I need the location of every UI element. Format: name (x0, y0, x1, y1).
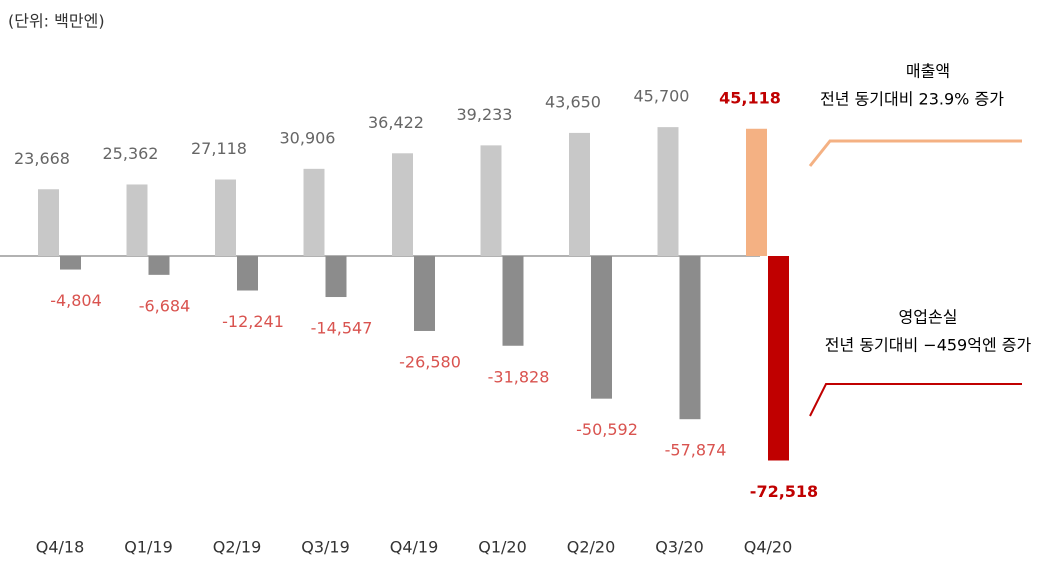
value-label: -57,874 (665, 441, 727, 460)
bar (480, 145, 502, 256)
bar (60, 256, 81, 270)
value-label: 25,362 (103, 144, 159, 163)
value-label: -31,828 (488, 367, 550, 386)
value-label: -4,804 (50, 291, 102, 310)
x-tick-label: Q1/19 (124, 538, 173, 557)
x-tick-label: Q2/20 (567, 538, 616, 557)
x-tick-label: Q4/18 (36, 538, 85, 557)
annotation-title: 영업손실 (899, 308, 958, 327)
loss-callout (809, 383, 1022, 417)
bar (502, 256, 524, 346)
x-tick-label: Q3/20 (655, 538, 704, 557)
annotation-text: 전년 동기대비 −459억엔 증가 (825, 336, 1032, 355)
value-label: 39,233 (457, 105, 513, 124)
bar (591, 256, 612, 399)
bar (126, 184, 148, 256)
x-tick-label: Q1/20 (478, 538, 527, 557)
value-label: -26,580 (399, 352, 461, 371)
value-label: 36,422 (368, 113, 424, 132)
bar (768, 256, 789, 461)
x-tick-label: Q4/19 (390, 538, 439, 557)
value-label: 45,700 (634, 87, 690, 106)
value-label: -72,518 (750, 482, 818, 501)
bar (148, 256, 170, 275)
value-label: 27,118 (191, 139, 247, 158)
bar (303, 168, 325, 256)
value-label: 43,650 (545, 92, 601, 111)
bar (392, 153, 413, 256)
revenue-callout (808, 139, 1022, 167)
value-label: -14,547 (311, 319, 373, 338)
value-label: 23,668 (14, 149, 70, 168)
bar (237, 256, 258, 291)
x-tick-label: Q4/20 (744, 538, 793, 557)
value-label: 30,906 (280, 128, 336, 147)
x-tick-label: Q3/19 (301, 538, 350, 557)
bar (746, 128, 767, 256)
bar (569, 132, 590, 256)
bar (679, 256, 701, 420)
bar (325, 256, 347, 298)
chart-title: (단위: 백만엔) (8, 12, 105, 31)
bar (215, 179, 236, 256)
annotation-text: 전년 동기대비 23.9% 증가 (820, 90, 1004, 109)
annotation-title: 매출액 (906, 62, 950, 81)
value-label: 45,118 (719, 88, 781, 107)
bar (657, 127, 679, 256)
value-label: -50,592 (576, 420, 638, 439)
bar (414, 256, 435, 331)
x-tick-label: Q2/19 (213, 538, 262, 557)
value-label: -6,684 (139, 296, 191, 315)
value-label: -12,241 (222, 312, 284, 331)
bar (38, 189, 59, 256)
